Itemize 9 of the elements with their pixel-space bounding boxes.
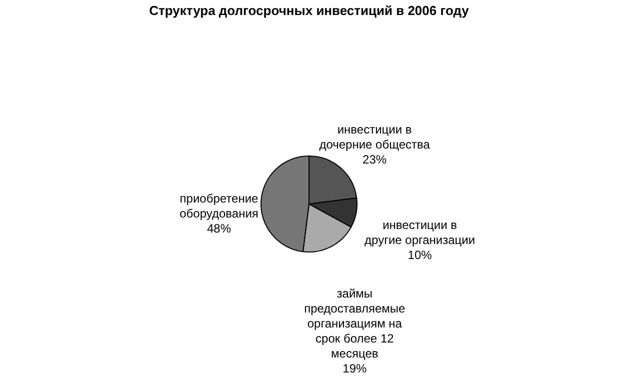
data-label: 10%	[408, 248, 432, 262]
slice-label: инвестиции в другие организации	[364, 218, 476, 248]
data-label: 19%	[342, 362, 367, 376]
slice-label: инвестиции в дочерние общества	[319, 122, 430, 152]
slice-label: займы предоставляемые организациям на срок более 12 месяцев	[304, 286, 406, 361]
data-label: 23%	[362, 152, 387, 167]
data-label: 48%	[206, 221, 232, 236]
chart-title: Структура долгосрочных инвестиций в 2006 году	[149, 3, 470, 18]
slice-label: приобретение оборудования	[180, 191, 259, 220]
